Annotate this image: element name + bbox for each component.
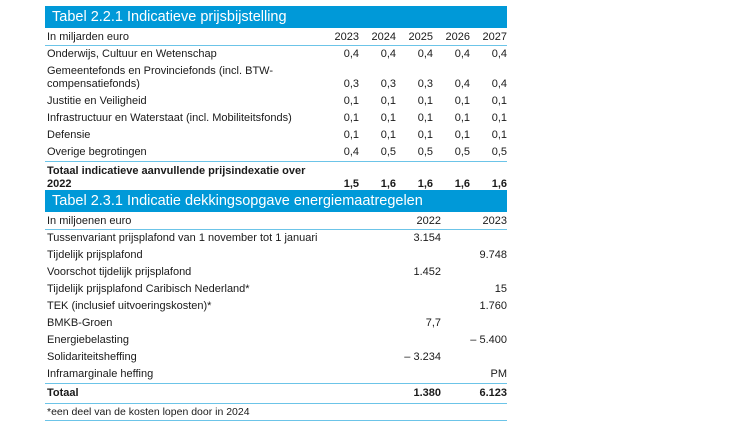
value-cell: – 3.234 xyxy=(404,351,441,363)
row-label: Totaal indicatieve aanvullende prijsinde… xyxy=(47,165,306,190)
row-label: Overige begrotingen xyxy=(47,146,147,158)
total-row: Totaal 1.380 6.123 xyxy=(45,383,507,402)
value-cell: 0,4 xyxy=(417,48,433,60)
year-header: 2023 xyxy=(334,31,359,43)
table-row: Gemeentefonds en Provinciefonds (incl. B… xyxy=(45,63,507,93)
value-cell: 0,1 xyxy=(343,95,359,107)
value-cell: 15 xyxy=(494,283,507,295)
table-row: TEK (inclusief uitvoeringskosten)* 1.760 xyxy=(45,298,507,315)
row-label: Infrastructuur en Waterstaat (incl. Mobi… xyxy=(47,112,292,124)
value-cell: 0,1 xyxy=(380,129,396,141)
value-cell: 7,7 xyxy=(425,317,441,329)
table-row: BMKB-Groen 7,7 xyxy=(45,315,507,332)
value-cell: 0,1 xyxy=(491,129,507,141)
value-cell: 0,4 xyxy=(491,48,507,60)
row-label: Voorschot tijdelijk prijsplafond xyxy=(47,266,192,278)
row-label: Justitie en Veiligheid xyxy=(47,95,147,107)
value-cell: 0,4 xyxy=(380,48,396,60)
row-label: TEK (inclusief uitvoeringskosten)* xyxy=(47,300,212,312)
value-cell: 1.380 xyxy=(413,387,441,399)
table-row: Onderwijs, Cultuur en Wetenschap 0,4 0,4 0,… xyxy=(45,46,507,63)
value-cell: 3.154 xyxy=(413,232,441,244)
table-row: Tijdelijk prijsplafond Caribisch Nederla… xyxy=(45,281,507,298)
value-cell: 1,6 xyxy=(380,178,396,190)
year-header: 2027 xyxy=(482,31,507,43)
value-cell: 0,4 xyxy=(343,146,359,158)
value-cell: 0,1 xyxy=(491,112,507,124)
value-cell: 0,1 xyxy=(454,95,470,107)
value-cell: 0,4 xyxy=(343,48,359,60)
value-cell: 1,6 xyxy=(491,178,507,190)
year-header: 2026 xyxy=(445,31,470,43)
value-cell: 0,1 xyxy=(343,112,359,124)
row-label: Solidariteitsheffing xyxy=(47,351,137,363)
value-cell: 0,5 xyxy=(417,146,433,158)
value-cell: 0,1 xyxy=(491,95,507,107)
value-cell: 0,1 xyxy=(380,95,396,107)
year-header: 2024 xyxy=(371,31,396,43)
value-cell: 1,6 xyxy=(417,178,433,190)
table-row: Tijdelijk prijsplafond 9.748 xyxy=(45,247,507,264)
table-title: Tabel 2.3.1 Indicatie dekkingsopgave ene… xyxy=(45,190,507,212)
table-row: Justitie en Veiligheid 0,1 0,1 0,1 0,1 0,1 xyxy=(45,93,507,110)
value-cell: 0,1 xyxy=(417,129,433,141)
year-header: 2023 xyxy=(482,215,507,227)
table-row: Voorschot tijdelijk prijsplafond 1.452 xyxy=(45,264,507,281)
value-cell: 0,5 xyxy=(380,146,396,158)
table-title: Tabel 2.2.1 Indicatieve prijsbijstelling xyxy=(45,6,507,28)
table-row: Inframarginale heffing PM xyxy=(45,366,507,383)
table-energy-coverage: Tabel 2.3.1 Indicatie dekkingsopgave ene… xyxy=(45,190,507,421)
table-body: Onderwijs, Cultuur en Wetenschap 0,4 0,4 0,… xyxy=(45,46,507,193)
value-cell: 0,5 xyxy=(491,146,507,158)
table-row: Energiebelasting – 5.400 xyxy=(45,332,507,349)
value-cell: 0,1 xyxy=(380,112,396,124)
table-price-adjustment: Tabel 2.2.1 Indicatieve prijsbijstelling… xyxy=(45,6,507,193)
row-label: Tijdelijk prijsplafond xyxy=(47,249,143,261)
table-row: Overige begrotingen 0,4 0,5 0,5 0,5 0,5 xyxy=(45,144,507,161)
value-cell: 0,1 xyxy=(343,129,359,141)
value-cell: 1.760 xyxy=(479,300,507,312)
value-cell: 0,4 xyxy=(454,48,470,60)
table-header-row: In miljarden euro 2023 2024 2025 2026 20… xyxy=(45,29,507,46)
row-label: Onderwijs, Cultuur en Wetenschap xyxy=(47,48,217,60)
row-label: Gemeentefonds en Provinciefonds (incl. B… xyxy=(47,65,274,90)
table-row: Infrastructuur en Waterstaat (incl. Mobi… xyxy=(45,110,507,127)
unit-label: In miljarden euro xyxy=(47,31,129,43)
value-cell: 1.452 xyxy=(413,266,441,278)
value-cell: 0,3 xyxy=(380,78,396,90)
value-cell: 1,5 xyxy=(343,178,359,190)
value-cell: 0,3 xyxy=(417,78,433,90)
value-cell: 0,3 xyxy=(343,78,359,90)
table-header-row: In miljoenen euro 2022 2023 xyxy=(45,213,507,230)
value-cell: 0,1 xyxy=(454,129,470,141)
table-body: Tussenvariant prijsplafond van 1 novembe… xyxy=(45,230,507,402)
value-cell: 0,4 xyxy=(491,78,507,90)
footnote: *een deel van de kosten lopen door in 20… xyxy=(45,403,507,421)
row-label: Totaal xyxy=(47,387,79,399)
row-label: Tussenvariant prijsplafond van 1 novembe… xyxy=(47,232,318,244)
table-row: Solidariteitsheffing – 3.234 xyxy=(45,349,507,366)
table-row: Defensie 0,1 0,1 0,1 0,1 0,1 xyxy=(45,127,507,144)
row-label: Inframarginale heffing xyxy=(47,368,154,380)
unit-label: In miljoenen euro xyxy=(47,215,132,227)
value-cell: 0,4 xyxy=(454,78,470,90)
table-row: Tussenvariant prijsplafond van 1 novembe… xyxy=(45,230,507,247)
value-cell: 0,1 xyxy=(454,112,470,124)
value-cell: – 5.400 xyxy=(470,334,507,346)
value-cell: 0,1 xyxy=(417,112,433,124)
value-cell: 9.748 xyxy=(479,249,507,261)
value-cell: PM xyxy=(490,368,508,380)
year-header: 2022 xyxy=(416,215,441,227)
value-cell: 0,5 xyxy=(454,146,470,158)
value-cell: 0,1 xyxy=(417,95,433,107)
total-row: Totaal indicatieve aanvullende prijsinde… xyxy=(45,161,507,193)
year-header: 2025 xyxy=(408,31,433,43)
row-label: Defensie xyxy=(47,129,91,141)
value-cell: 6.123 xyxy=(479,387,507,399)
value-cell: 1,6 xyxy=(454,178,470,190)
row-label: Tijdelijk prijsplafond Caribisch Nederla… xyxy=(47,283,250,295)
row-label: Energiebelasting xyxy=(47,334,129,346)
row-label: BMKB-Groen xyxy=(47,317,113,329)
